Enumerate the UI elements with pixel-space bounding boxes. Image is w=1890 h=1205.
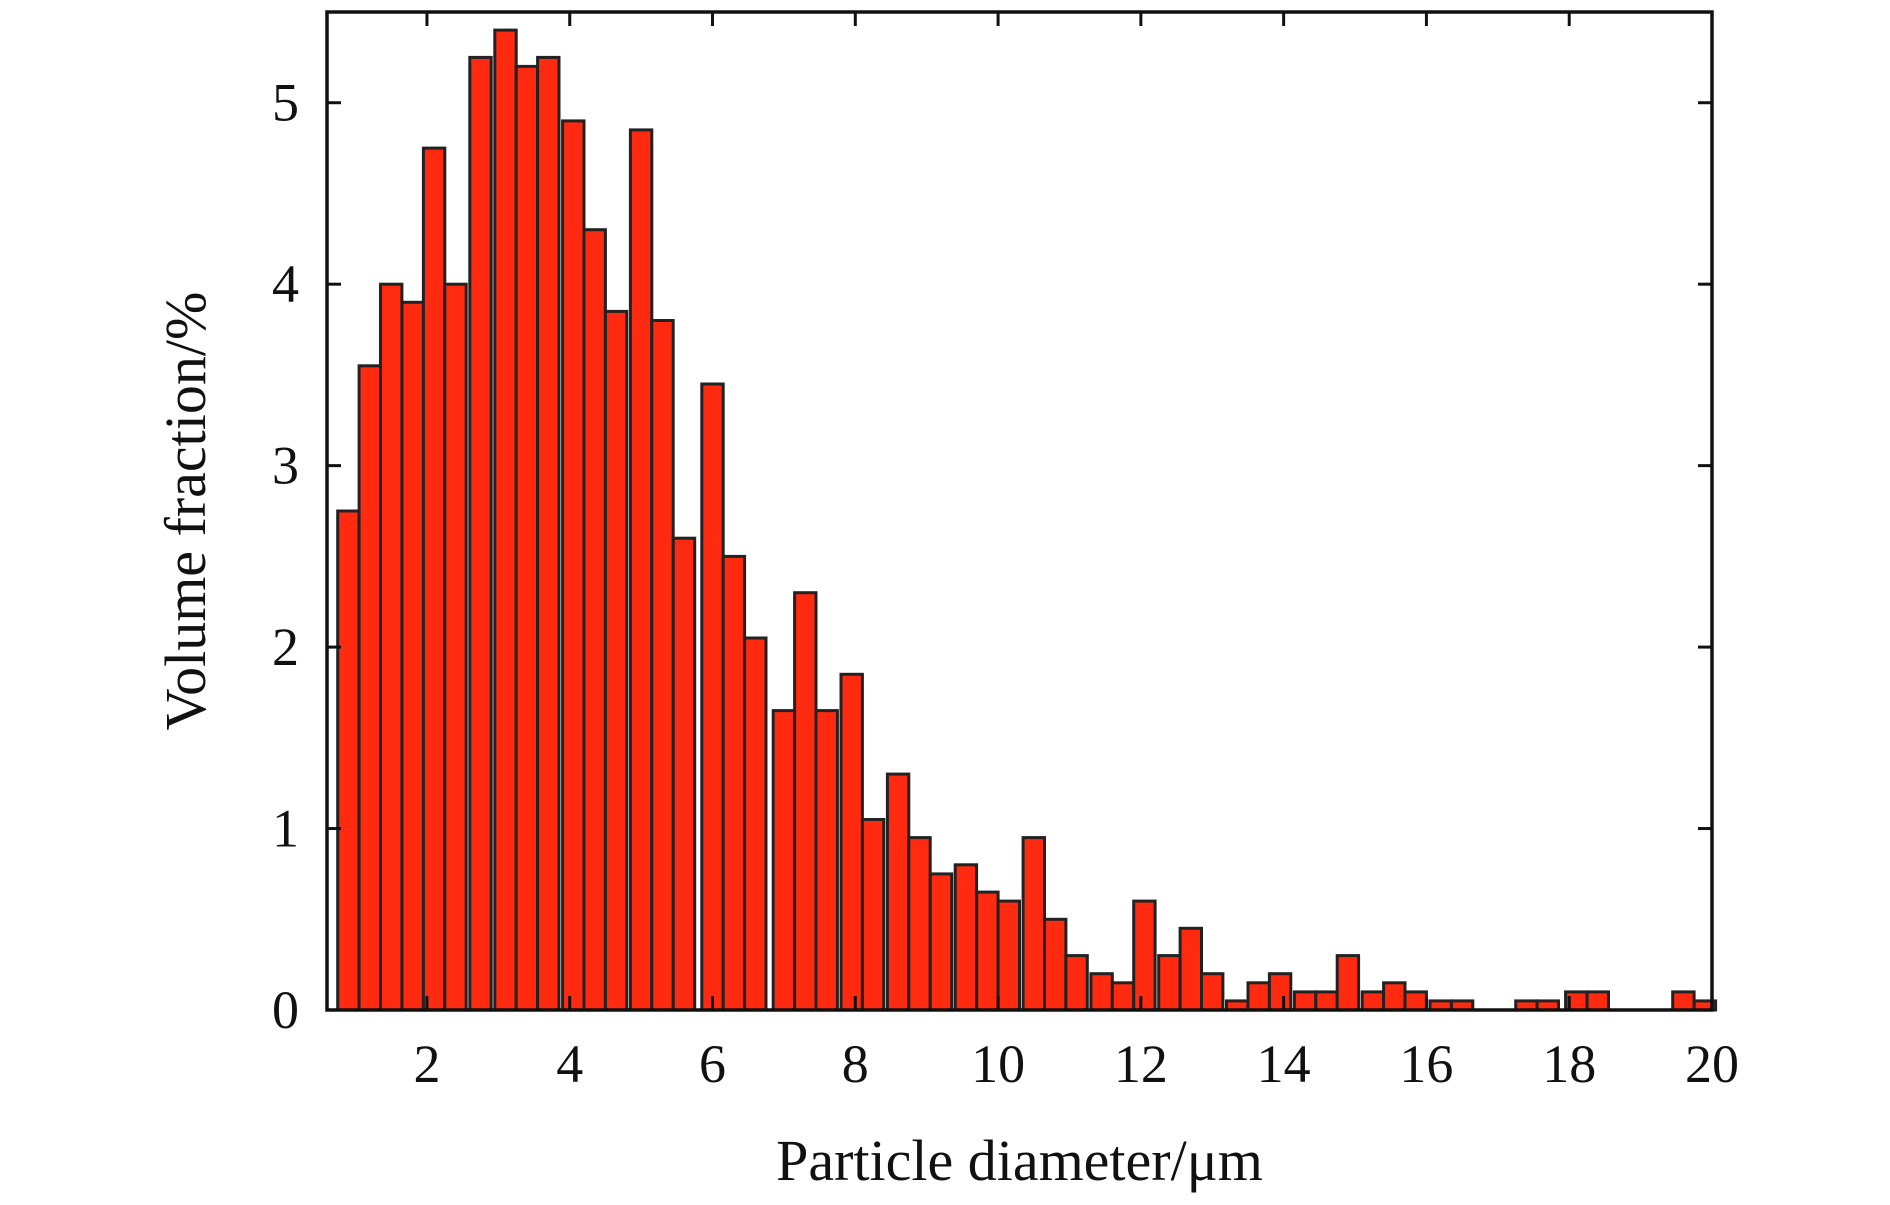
y-tick-label: 1	[272, 799, 299, 859]
plot-frame	[325, 10, 1714, 1012]
bar	[1292, 990, 1318, 1012]
bar	[468, 55, 493, 1012]
bar	[1064, 954, 1089, 1012]
bar	[743, 636, 768, 1012]
bar	[1200, 972, 1225, 1012]
x-tick-label: 18	[1542, 1034, 1596, 1094]
bar	[839, 672, 864, 1012]
bar	[628, 128, 654, 1012]
bar	[860, 818, 886, 1012]
bar	[1089, 972, 1114, 1012]
bar	[443, 282, 468, 1012]
bar	[1132, 899, 1157, 1012]
axis-ticks-group	[327, 12, 1714, 1012]
y-tick-label: 2	[272, 617, 299, 677]
bar	[771, 709, 797, 1012]
bar	[1360, 990, 1386, 1012]
bar	[561, 119, 586, 1012]
y-tick-label: 0	[272, 980, 299, 1040]
bar	[603, 309, 629, 1012]
x-tick-label: 10	[971, 1034, 1025, 1094]
x-tick-label: 20	[1685, 1034, 1739, 1094]
bar	[1671, 990, 1696, 1012]
bar	[1382, 981, 1407, 1012]
x-tick-label: 2	[413, 1034, 440, 1094]
bar	[975, 890, 1000, 1012]
bar	[793, 591, 818, 1012]
x-tick-label: 14	[1257, 1034, 1311, 1094]
bar	[907, 836, 932, 1012]
y-tick-label: 3	[272, 436, 299, 496]
bar	[1021, 836, 1046, 1012]
bar	[650, 319, 675, 1012]
bar	[814, 709, 839, 1012]
y-tick-label: 4	[272, 254, 299, 314]
bar	[928, 872, 954, 1012]
bar	[700, 382, 725, 1012]
bar	[514, 64, 540, 1012]
bar	[1585, 990, 1610, 1012]
bar	[996, 899, 1021, 1012]
bar	[400, 300, 425, 1012]
bars-group	[336, 28, 1718, 1012]
bar	[336, 509, 361, 1012]
bar	[1157, 954, 1182, 1012]
x-tick-label: 12	[1114, 1034, 1168, 1094]
x-tick-label: 4	[556, 1034, 583, 1094]
bar	[379, 282, 404, 1012]
x-tick-label: 8	[842, 1034, 869, 1094]
bar	[721, 554, 747, 1012]
y-tick-label: 5	[272, 73, 299, 133]
bar	[1403, 990, 1428, 1012]
bar	[1110, 981, 1136, 1012]
y-axis-title: Volume fraction/%	[153, 292, 218, 731]
bar	[953, 863, 979, 1012]
bar	[1335, 954, 1361, 1012]
bar	[421, 146, 447, 1012]
bar	[1043, 917, 1068, 1012]
x-tick-label: 6	[699, 1034, 726, 1094]
bar	[536, 55, 561, 1012]
bar	[671, 536, 697, 1012]
bar	[1314, 990, 1339, 1012]
bar	[1267, 972, 1293, 1012]
bar	[1178, 926, 1203, 1012]
bar	[885, 772, 911, 1012]
x-axis-title: Particle diameter/μm	[776, 1128, 1263, 1193]
bar	[1246, 981, 1271, 1012]
bar	[493, 28, 518, 1012]
bar	[357, 364, 383, 1012]
x-tick-label: 16	[1399, 1034, 1453, 1094]
bar	[582, 228, 607, 1012]
